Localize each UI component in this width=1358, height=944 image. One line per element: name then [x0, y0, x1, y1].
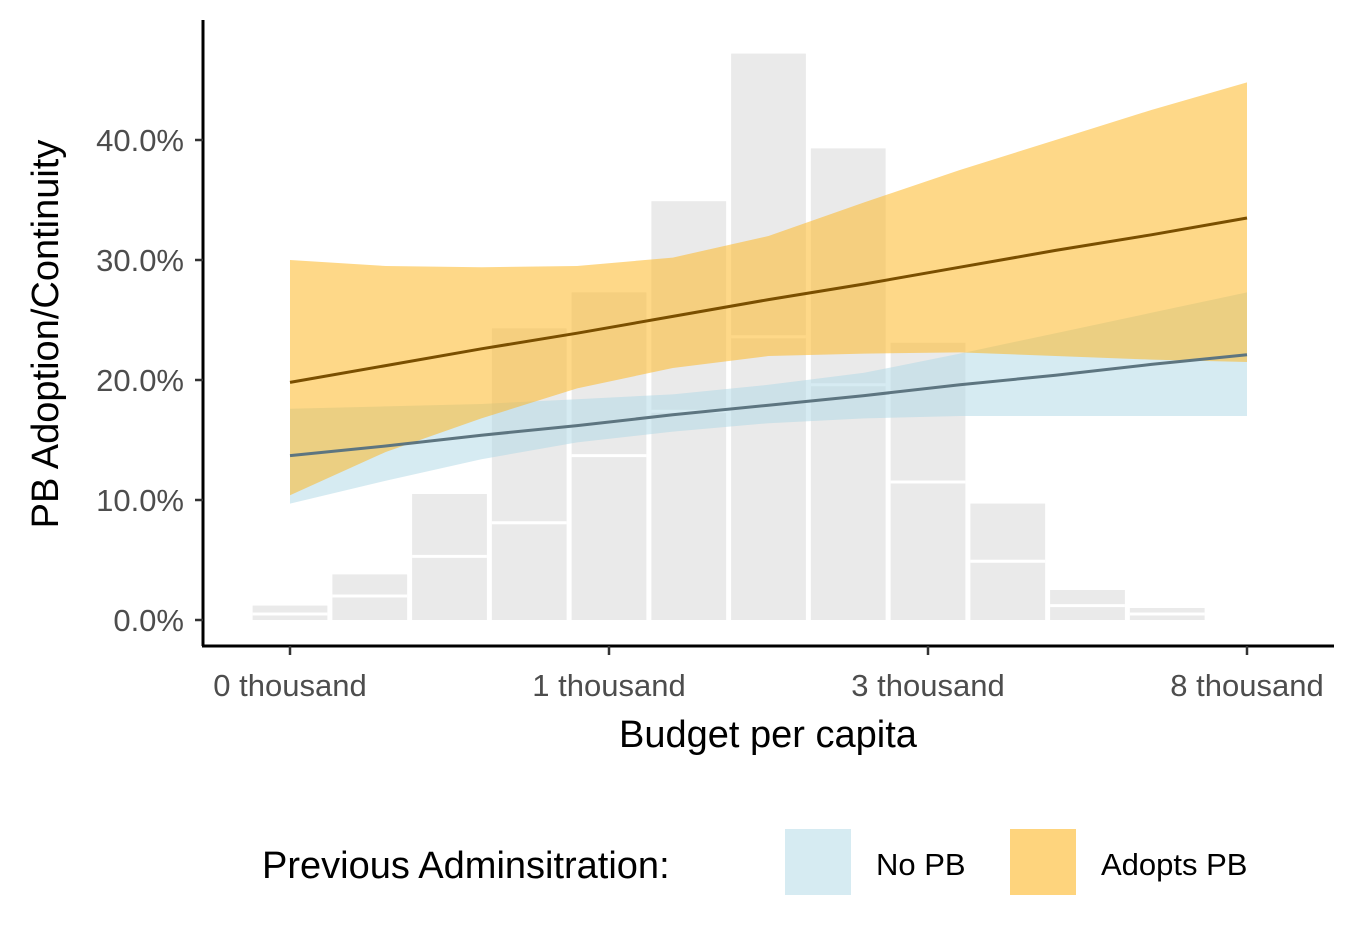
- fit-line-adopts-pb: [289, 216, 1248, 384]
- legend: Previous Adminsitration: No PB Adopts PB: [262, 829, 1247, 895]
- x-axis-title: Budget per capita: [619, 714, 918, 756]
- fit-line-no-pb: [289, 353, 1248, 458]
- x-tick-label: 8 thousand: [1170, 668, 1323, 703]
- band-adopts-pb: [290, 82, 1247, 496]
- x-axis-ticks: 0 thousand 1 thousand 3 thousand 8 thousand: [213, 646, 1324, 703]
- y-axis-title: PB Adoption/Continuity: [25, 140, 67, 529]
- legend-key-adopts-pb: [1010, 829, 1076, 895]
- plot-area: [252, 53, 1248, 621]
- confidence-bands: [290, 82, 1247, 504]
- y-axis-ticks: 0.0% 10.0% 20.0% 30.0% 40.0%: [96, 123, 203, 638]
- y-tick-label: 40.0%: [96, 123, 184, 158]
- x-tick-label: 3 thousand: [851, 668, 1004, 703]
- fit-lines: [289, 216, 1248, 458]
- y-tick-label: 30.0%: [96, 243, 184, 278]
- legend-label-adopts-pb: Adopts PB: [1101, 847, 1247, 882]
- y-tick-label: 20.0%: [96, 363, 184, 398]
- legend-title: Previous Adminsitration:: [262, 845, 670, 887]
- legend-key-no-pb: [785, 829, 851, 895]
- legend-label-no-pb: No PB: [876, 847, 966, 882]
- x-tick-label: 1 thousand: [532, 668, 685, 703]
- x-tick-label: 0 thousand: [213, 668, 366, 703]
- y-tick-label: 0.0%: [113, 603, 184, 638]
- y-tick-label: 10.0%: [96, 483, 184, 518]
